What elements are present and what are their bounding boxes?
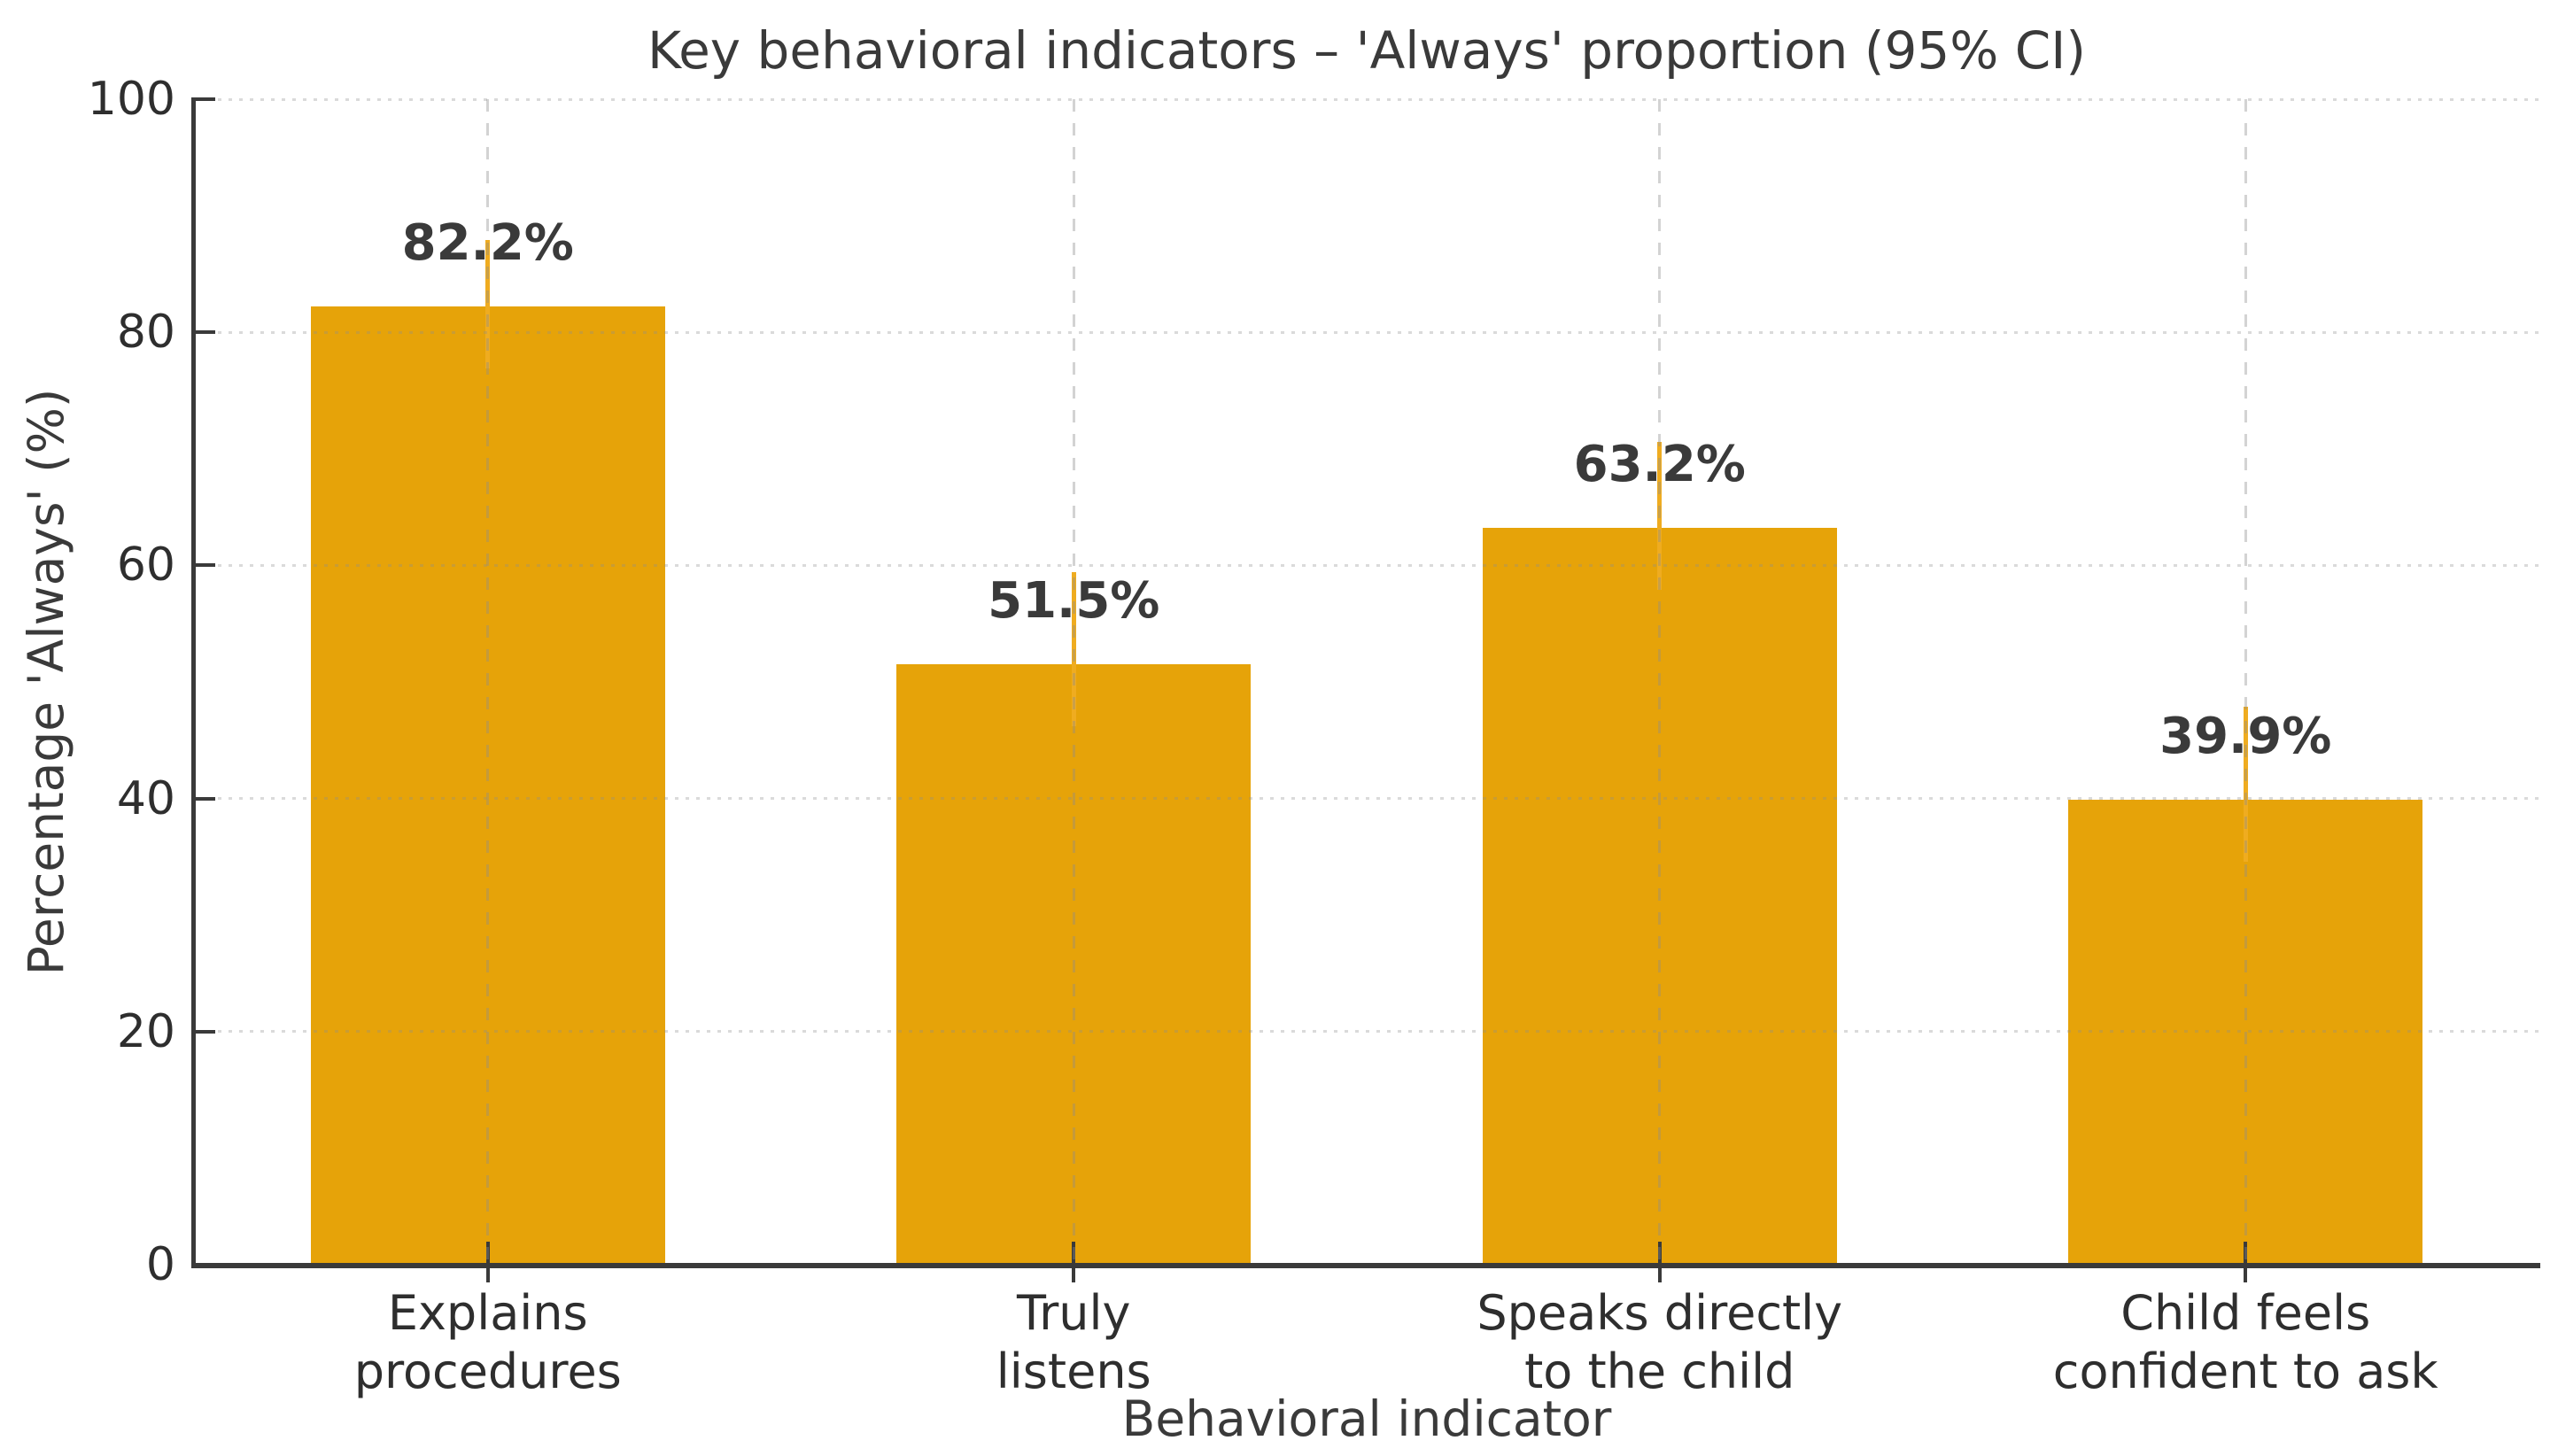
y-tick-mark-40 <box>196 796 215 801</box>
chart-title: Key behavioral indicators – 'Always' pro… <box>647 20 2087 81</box>
error-bar-child-feels-confident-to-ask <box>2243 706 2248 862</box>
y-tick-label-80: 80 <box>116 306 175 360</box>
y-tick-mark-100 <box>196 97 215 101</box>
x-axis-spine <box>191 1263 2540 1268</box>
y-tick-mark-60 <box>196 563 215 568</box>
x-tick-mark-child-feels-confident-to-ask <box>2244 1242 2248 1282</box>
error-bar-explains-procedures <box>485 240 491 369</box>
x-tick-label-speaks-directly-to-the-child: Speaks directly to the child <box>1367 1284 1953 1401</box>
value-label-child-feels-confident-to-ask: 39.9% <box>2159 707 2332 765</box>
y-tick-mark-80 <box>196 330 215 335</box>
x-tick-label-line: Speaks directly <box>1477 1285 1843 1341</box>
y-axis-title: Percentage 'Always' (%) <box>18 388 74 976</box>
x-tick-label-line: Child feels <box>2120 1285 2371 1341</box>
h-gridline-20 <box>197 1030 2539 1034</box>
y-tick-label-100: 100 <box>87 73 175 126</box>
bar-explains-procedures <box>310 306 665 1265</box>
v-gridline-speaks-directly-to-the-child <box>1658 99 1662 1265</box>
bar-speaks-directly-to-the-child <box>1482 528 1837 1265</box>
bar-child-feels-confident-to-ask <box>2068 799 2423 1265</box>
x-tick-label-line: to the child <box>1524 1344 1795 1399</box>
x-tick-label-line: confident to ask <box>2052 1344 2438 1399</box>
h-gridline-100 <box>197 97 2539 101</box>
v-gridline-explains-procedures <box>486 99 490 1265</box>
h-gridline-60 <box>197 563 2539 567</box>
x-tick-label-line: procedures <box>353 1344 622 1399</box>
x-tick-mark-speaks-directly-to-the-child <box>1657 1242 1662 1282</box>
y-axis-spine <box>191 97 196 1268</box>
x-tick-mark-truly-listens <box>1072 1242 1076 1282</box>
v-gridline-truly-listens <box>1072 99 1075 1265</box>
x-tick-label-line: Truly <box>1017 1285 1131 1341</box>
x-tick-label-truly-listens: Truly listens <box>781 1284 1368 1401</box>
bar-truly-listens <box>896 664 1252 1265</box>
v-gridline-child-feels-confident-to-ask <box>2244 99 2247 1265</box>
x-tick-label-line: Explains <box>387 1285 588 1341</box>
y-tick-mark-20 <box>196 1029 215 1034</box>
error-bar-speaks-directly-to-the-child <box>1657 441 1663 591</box>
y-tick-label-20: 20 <box>116 1004 175 1058</box>
y-tick-label-40: 40 <box>116 771 175 825</box>
h-gridline-80 <box>197 330 2539 334</box>
y-tick-label-0: 0 <box>145 1238 175 1291</box>
x-tick-label-line: listens <box>996 1344 1151 1399</box>
value-label-speaks-directly-to-the-child: 63.2% <box>1573 436 1746 494</box>
y-tick-mark-0 <box>196 1263 215 1266</box>
x-tick-label-child-feels-confident-to-ask: Child feels confident to ask <box>1953 1284 2539 1401</box>
y-tick-label-60: 60 <box>116 538 175 592</box>
x-tick-label-explains-procedures: Explains procedures <box>195 1284 781 1401</box>
x-tick-mark-explains-procedures <box>485 1242 490 1282</box>
x-axis-title: Behavioral indicator <box>1121 1390 1612 1447</box>
h-gridline-40 <box>197 797 2539 801</box>
value-label-truly-listens: 51.5% <box>988 572 1160 631</box>
value-label-explains-procedures: 82.2% <box>401 214 574 273</box>
error-bar-truly-listens <box>1071 572 1076 727</box>
